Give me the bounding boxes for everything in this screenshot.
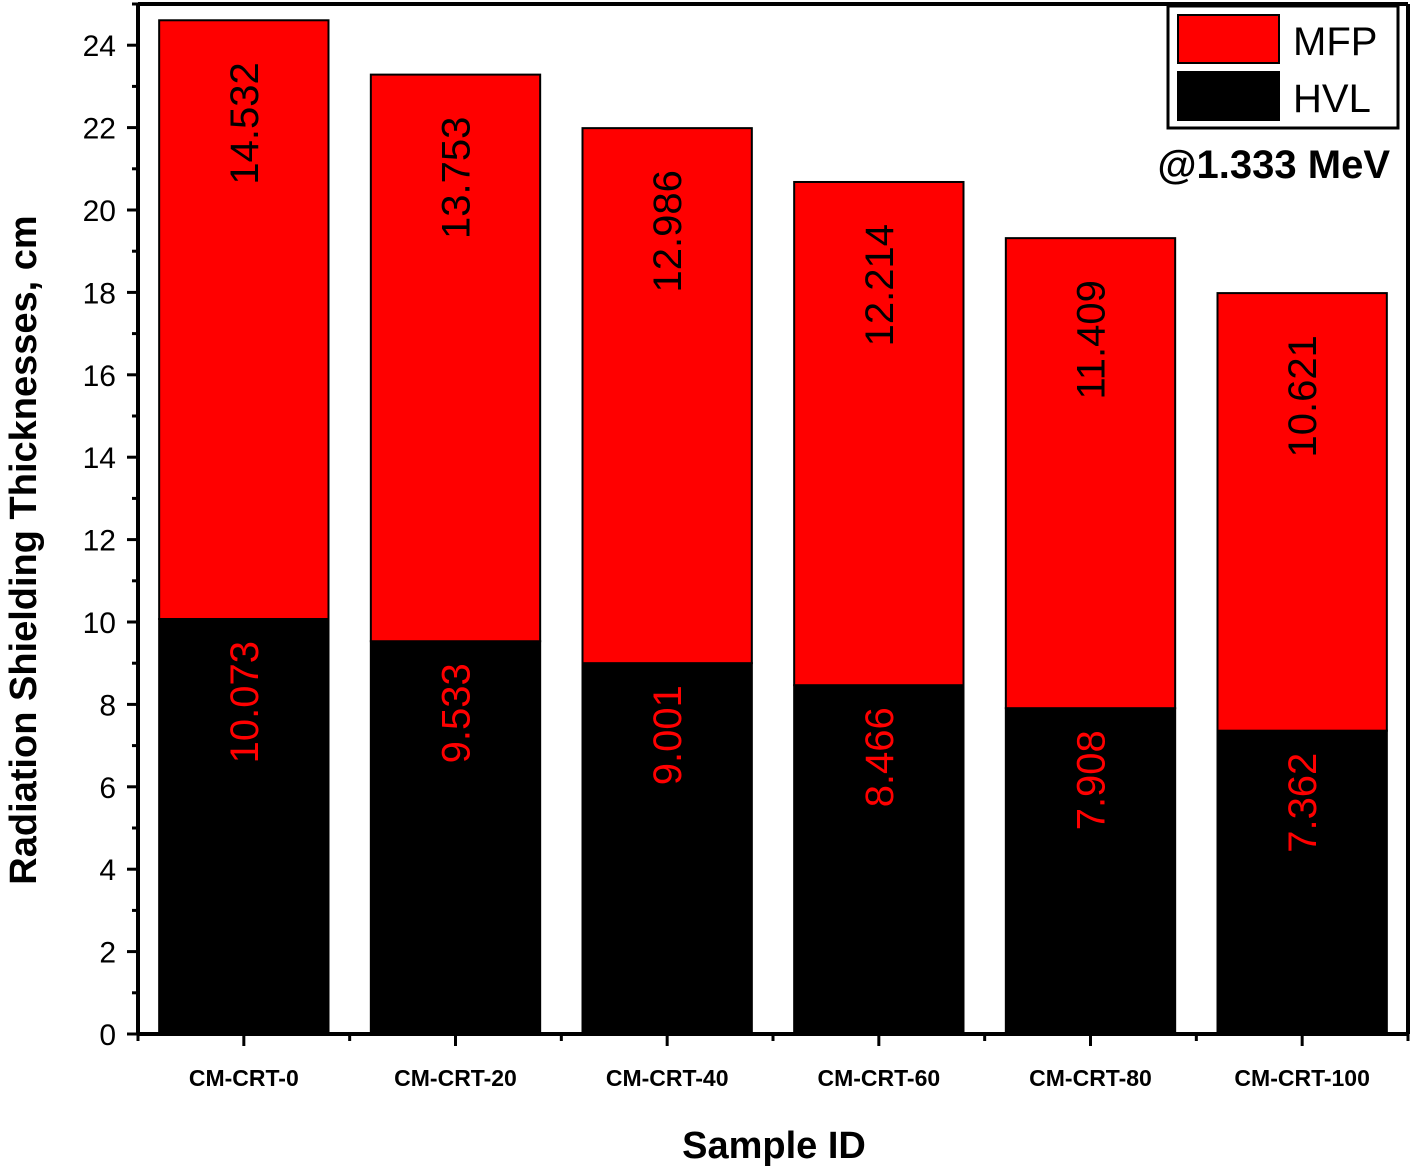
bar-value-label-mfp-1: 13.753 bbox=[435, 117, 479, 239]
bar-value-label-mfp-5: 10.621 bbox=[1281, 335, 1325, 457]
bar-value-label-hvl-0: 10.073 bbox=[223, 641, 267, 763]
legend: MFP HVL bbox=[1166, 4, 1400, 130]
bar-mfp-5 bbox=[1216, 292, 1388, 732]
bar-value-label-hvl-5: 7.362 bbox=[1281, 753, 1325, 853]
y-tick-label-9: 18 bbox=[83, 277, 116, 310]
bar-hvl-2 bbox=[581, 662, 753, 1035]
y-tick-label-10: 20 bbox=[83, 195, 116, 228]
bar-value-label-hvl-1: 9.533 bbox=[435, 663, 479, 763]
y-tick-label-5: 10 bbox=[83, 607, 116, 640]
bar-hvl-1 bbox=[369, 640, 542, 1036]
y-tick-label-8: 16 bbox=[83, 360, 116, 393]
x-tick-label-1: CM-CRT-20 bbox=[394, 1065, 517, 1091]
bar-value-label-mfp-2: 12.986 bbox=[646, 170, 690, 292]
bar-mfp-4 bbox=[1004, 237, 1177, 710]
bar-value-label-mfp-3: 12.214 bbox=[858, 224, 902, 346]
bar-hvl-4 bbox=[1004, 707, 1177, 1036]
y-axis-title: Radiation Shielding Thicknesses, cm bbox=[3, 215, 45, 884]
bar-mfp-1 bbox=[369, 73, 542, 643]
bar-value-label-hvl-3: 8.466 bbox=[858, 707, 902, 807]
bar-mfp-3 bbox=[793, 180, 965, 687]
legend-label-hvl: HVL bbox=[1293, 77, 1371, 121]
bar-value-label-hvl-2: 9.001 bbox=[646, 685, 690, 785]
bar-mfp-0 bbox=[158, 19, 330, 620]
bar-value-label-hvl-4: 7.908 bbox=[1070, 730, 1114, 830]
y-tick-label-1: 2 bbox=[99, 937, 116, 970]
bar-hvl-0 bbox=[158, 617, 330, 1035]
y-tick-label-3: 6 bbox=[99, 772, 116, 805]
y-tick-label-11: 22 bbox=[83, 113, 116, 146]
y-tick-label-2: 4 bbox=[99, 854, 116, 887]
legend-swatch-hvl bbox=[1177, 71, 1280, 121]
bar-hvl-5 bbox=[1216, 729, 1388, 1035]
legend-label-mfp: MFP bbox=[1293, 20, 1377, 64]
axes-group: CM-CRT-0 CM-CRT-20 CM-CRT-40 CM-CRT-60 CM-CR… bbox=[83, 2, 1410, 1091]
bar-value-label-mfp-0: 14.532 bbox=[223, 62, 267, 184]
y-tick-label-7: 14 bbox=[83, 442, 116, 475]
y-tick-label-6: 12 bbox=[83, 525, 116, 558]
bars-group: 10.073 14.532 9.533 13.753 9.001 12.986 8.466 1… bbox=[158, 19, 1388, 1036]
x-axis-title: Sample ID bbox=[682, 1125, 866, 1167]
bar-mfp-2 bbox=[581, 127, 753, 665]
bar-value-label-mfp-4: 11.409 bbox=[1070, 280, 1114, 399]
y-tick-label-4: 8 bbox=[99, 689, 116, 722]
x-tick-label-0: CM-CRT-0 bbox=[189, 1065, 299, 1091]
y-tick-label-0: 0 bbox=[99, 1019, 116, 1052]
x-tick-label-3: CM-CRT-60 bbox=[817, 1065, 940, 1091]
x-tick-label-4: CM-CRT-80 bbox=[1029, 1065, 1152, 1091]
y-tick-label-12: 24 bbox=[83, 30, 116, 63]
legend-swatch-mfp bbox=[1177, 14, 1280, 64]
energy-annotation: @1.333 MeV bbox=[1158, 143, 1391, 187]
x-tick-label-5: CM-CRT-100 bbox=[1234, 1065, 1369, 1091]
x-tick-label-2: CM-CRT-40 bbox=[606, 1065, 729, 1091]
bar-hvl-3 bbox=[793, 684, 965, 1035]
